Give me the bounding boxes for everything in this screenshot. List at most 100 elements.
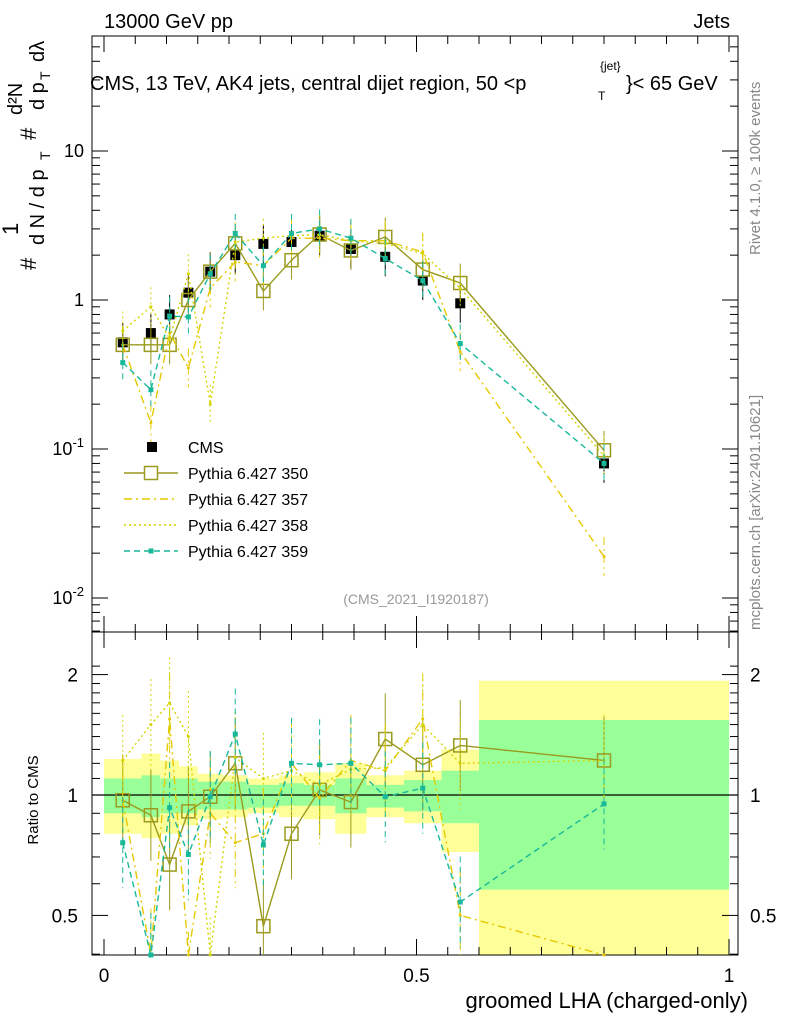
ratio-ytick-label-right: 0.5: [750, 906, 776, 927]
data-point: [232, 230, 238, 236]
ratio-point: [284, 826, 299, 842]
data-point: [181, 292, 196, 308]
ratio-point: [121, 758, 125, 762]
svg-text:#: #: [16, 257, 41, 270]
plot-title: CMS, 13 TeV, AK4 jets, central dijet reg…: [90, 59, 718, 103]
ratio-point: [420, 785, 426, 791]
ratio-xtick-label: 0: [99, 966, 110, 987]
legend-item: Pythia 6.427 358: [124, 518, 308, 535]
data-point: [348, 235, 354, 241]
ratio-point: [596, 753, 612, 768]
legend-label: Pythia 6.427 350: [188, 466, 308, 483]
ratio-point: [383, 766, 387, 770]
ratio-point: [260, 842, 266, 848]
data-point: [233, 260, 237, 264]
main-ytick-exp: -2: [72, 584, 84, 599]
series-pythia-6-427-359: [120, 209, 607, 483]
main-ytick-label: 1: [74, 290, 84, 310]
ratio-point: [207, 794, 213, 800]
series-line: [122, 237, 605, 557]
legend-marker: [147, 442, 157, 452]
ratio-band-inner: [247, 784, 279, 808]
data-point: [261, 236, 265, 240]
ratio-point: [168, 701, 172, 705]
ratio-point: [318, 797, 322, 801]
svg-text:T: T: [37, 71, 53, 80]
ratio-point: [317, 762, 323, 768]
data-point: [149, 305, 153, 309]
data-point: [185, 314, 191, 320]
series-line: [122, 233, 605, 457]
ratio-point: [181, 804, 196, 819]
ratio-point: [143, 807, 159, 823]
ratio-ylabel: Ratio to CMS: [25, 755, 42, 844]
ratio-series-pythia-6-427-359: [120, 688, 607, 958]
series-line: [122, 228, 605, 464]
legend-item: Pythia 6.427 357: [124, 492, 308, 509]
data-point: [149, 421, 153, 425]
ratio-ytick-label: 0.5: [52, 906, 78, 927]
data-point: [260, 263, 266, 269]
data-point: [207, 271, 213, 277]
svg-text:dλ: dλ: [27, 41, 49, 62]
ratio-xlabel: groomed LHA (charged-only): [466, 988, 748, 1013]
ratio-point: [348, 760, 354, 766]
side-text-top: Rivet 4.1.0, ≥ 100k events: [747, 82, 764, 255]
ratio-ytick-label-right: 2: [750, 666, 761, 687]
ratio-point: [256, 918, 271, 934]
data-point: [458, 286, 462, 290]
ratio-point: [383, 769, 387, 773]
data-point: [601, 460, 607, 466]
ratio-ytick-label: 1: [67, 786, 78, 807]
data-point: [186, 272, 190, 276]
ratio-point: [602, 953, 606, 957]
data-point: [168, 337, 172, 341]
header-right: Jets: [693, 11, 730, 33]
ratio-xtick-label: 0.5: [403, 966, 429, 987]
data-point: [458, 350, 462, 354]
main-ylabel: # 1 d N / d p T # d²N d p T dλ: [0, 41, 53, 270]
legend-item: Pythia 6.427 350: [124, 465, 308, 483]
ratio-frame: [91, 631, 739, 956]
ratio-point: [382, 794, 388, 800]
data-point: [168, 331, 172, 335]
ratio-point: [233, 841, 237, 845]
ratio-point: [233, 756, 237, 760]
analysis-id: (CMS_2021_I1920187): [343, 591, 489, 607]
ratio-line: [122, 701, 605, 956]
data-point: [318, 236, 322, 240]
main-ytick-label: 10: [64, 141, 84, 161]
ratio-point: [186, 953, 190, 957]
legend-label: Pythia 6.427 358: [188, 518, 308, 535]
ratio-point: [458, 913, 462, 917]
ratio-panel: 0 0.5 1 0.5 0.5 1 1 2 2: [52, 631, 776, 987]
ratio-point: [162, 857, 177, 872]
ratio-point: [458, 761, 462, 765]
ratio-point: [149, 723, 153, 727]
ratio-point: [185, 851, 191, 857]
data-point: [455, 298, 466, 309]
data-point: [208, 402, 212, 406]
data-point: [233, 240, 237, 244]
svg-text:d p: d p: [27, 82, 49, 110]
ratio-point: [120, 840, 126, 846]
data-point: [382, 255, 388, 261]
title-tail: }< 65 GeV: [626, 73, 718, 95]
ratio-point: [457, 899, 463, 905]
data-point: [167, 313, 173, 319]
data-point: [148, 387, 154, 393]
ratio-point: [261, 776, 265, 780]
legend-label: Pythia 6.427 359: [188, 544, 308, 561]
legend-item: CMS: [147, 440, 224, 457]
ratio-point: [148, 952, 154, 958]
title-sub: T: [598, 89, 606, 103]
title-text: CMS, 13 TeV, AK4 jets, central dijet reg…: [90, 73, 526, 95]
title-sup: {jet}: [600, 59, 621, 73]
data-point: [289, 230, 294, 236]
data-point: [421, 252, 425, 256]
side-text-bottom: mcplots.cern.ch [arXiv:2401.10621]: [747, 395, 764, 630]
header-left: 13000 GeV pp: [104, 11, 233, 33]
ratio-ytick-label: 2: [67, 666, 78, 687]
